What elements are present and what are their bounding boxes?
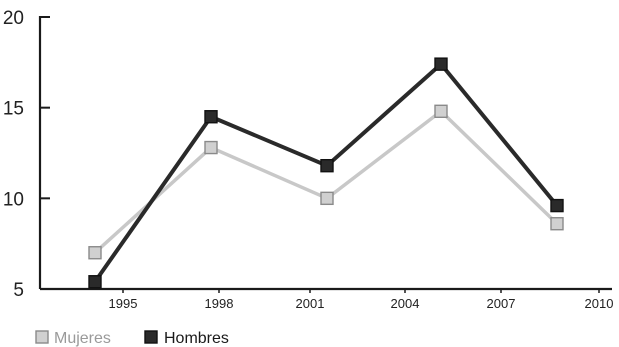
point-mujeres [204, 140, 218, 155]
point-hombres [550, 198, 564, 213]
legend-item-mujeres: Mujeres [35, 330, 111, 347]
legend-label: Hombres [164, 330, 229, 347]
legend-swatch [144, 330, 158, 344]
tick-labels: 5 10 15 20 1995 1998 2001 2004 2007 2010 [3, 8, 614, 311]
point-hombres [320, 158, 334, 173]
x-tick-label: 2004 [391, 296, 420, 311]
point-hombres [88, 275, 102, 289]
y-tick-label: 20 [3, 8, 24, 29]
legend-label: Mujeres [54, 330, 111, 347]
point-mujeres [320, 191, 334, 206]
data-points [88, 57, 564, 289]
point-hombres [204, 110, 218, 124]
x-tick-label: 2010 [585, 296, 614, 311]
axes [38, 16, 612, 293]
series-lines [93, 62, 559, 283]
x-tick-label: 2007 [487, 296, 516, 311]
series-line-hombres [93, 62, 559, 283]
y-tick-label: 15 [3, 99, 24, 120]
x-tick-label: 2001 [296, 296, 325, 311]
x-tick-label: 1998 [205, 296, 234, 311]
y-tick-label: 5 [13, 280, 24, 301]
legend-swatch [35, 330, 49, 344]
point-hombres [434, 57, 448, 71]
point-mujeres [88, 246, 102, 260]
point-mujeres [434, 104, 448, 118]
y-tick-label: 10 [3, 189, 24, 210]
legend-item-hombres: Hombres [144, 330, 229, 347]
legend: Mujeres Hombres [35, 330, 229, 347]
point-mujeres [550, 217, 564, 231]
x-tick-label: 1995 [109, 296, 138, 311]
